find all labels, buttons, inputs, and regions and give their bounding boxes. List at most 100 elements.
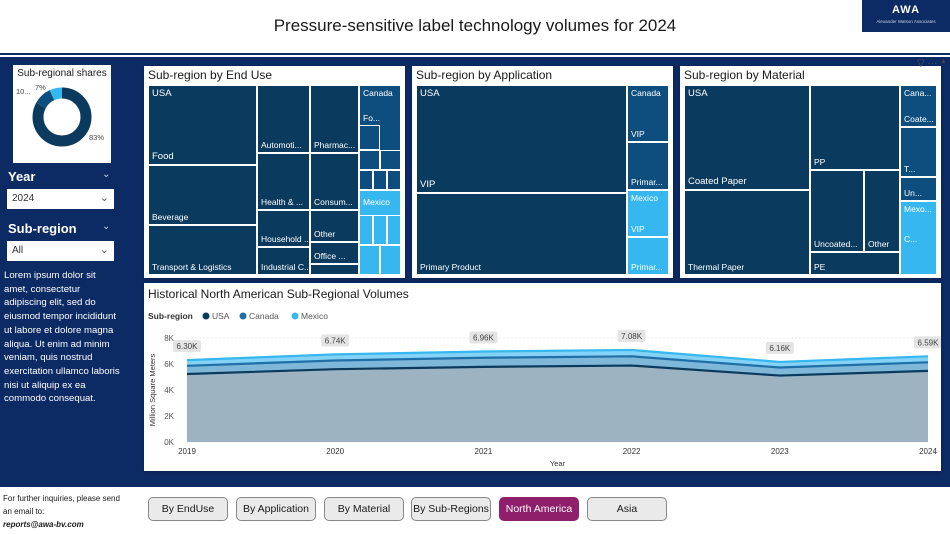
nav-button-material[interactable]: By Material — [324, 497, 404, 521]
scroll-up-icon[interactable]: ▲ — [940, 58, 947, 65]
tile-mexico-sub[interactable] — [359, 245, 380, 275]
tile-label-canada-vip: VIP — [631, 129, 645, 139]
year-collapse-icon[interactable]: ⌄ — [102, 169, 111, 180]
tile-canada-sub[interactable] — [359, 125, 380, 150]
tile-usa-household[interactable]: Household ... — [257, 210, 310, 247]
area-chart[interactable]: Sub-region USA Canada Mexico 0K 2K 4K 6K 8K Milli… — [144, 283, 941, 471]
tile-label-thermal: Thermal Paper — [688, 262, 745, 272]
tile-label-food: Food — [152, 151, 174, 162]
tile-canada-sub[interactable] — [387, 170, 401, 190]
panel-application: Sub-region by Application USA VIP Primar… — [412, 66, 673, 278]
tile-mexico[interactable]: Mexo... C... — [900, 201, 937, 275]
subregion-collapse-icon[interactable]: ⌄ — [102, 221, 111, 232]
nav-button-application[interactable]: By Application — [236, 497, 316, 521]
tile-label-other: Other — [314, 229, 336, 239]
tile-canada-sub[interactable] — [359, 170, 373, 190]
total-label: 6.16K — [769, 344, 791, 353]
tile-usa-uncoated[interactable]: Uncoated... — [810, 170, 864, 252]
tile-label-usa: USA — [420, 88, 440, 99]
total-label-box — [173, 340, 201, 353]
y-tick-label: 4K — [164, 386, 174, 395]
shares-donut[interactable]: 83% 10... 7% — [13, 81, 111, 161]
tile-usa-health[interactable]: Health & ... — [257, 153, 310, 210]
treemap-end-use[interactable]: USA Food Beverage Transport & Logistics … — [148, 85, 401, 275]
x-tick-label: 2020 — [326, 447, 344, 456]
panel-title: Sub-region by Application — [416, 68, 553, 82]
tile-label-canada: Canada — [631, 88, 661, 98]
tile-usa-transport[interactable]: Transport & Logistics — [148, 225, 257, 275]
chart-title: Historical North American Sub-Regional V… — [148, 287, 409, 301]
tile-canada-vip[interactable]: Canada VIP — [627, 85, 669, 142]
x-tick-label: 2021 — [475, 447, 493, 456]
tile-label-canada-primary: Primar... — [631, 177, 663, 187]
tile-label-mexico-primary: Primar... — [631, 262, 663, 272]
tile-mexico-primary[interactable]: Primar... — [627, 237, 669, 275]
tile-canada-sub[interactable] — [359, 150, 380, 170]
donut-label-canada: 10... — [16, 87, 31, 96]
tile-canada-sub[interactable] — [380, 150, 401, 170]
tile-usa-food[interactable]: USA Food — [148, 85, 257, 165]
tile-usa-pharma[interactable]: Pharmac... — [310, 85, 359, 153]
area-usa[interactable] — [187, 365, 928, 442]
line-canada — [186, 355, 929, 369]
tile-label-mexico: Mexico — [631, 193, 658, 203]
tile-canada-sub[interactable] — [373, 170, 387, 190]
tile-mexico-sub[interactable] — [387, 215, 401, 245]
chevron-down-icon: ⌄ — [99, 192, 109, 204]
tile-usa-small[interactable] — [310, 264, 359, 275]
tile-usa-beverage[interactable]: Beverage — [148, 165, 257, 225]
treemap-application[interactable]: USA VIP Primary Product Canada VIP Prima… — [416, 85, 669, 275]
legend-marker-mexico — [291, 312, 299, 320]
tile-usa-primary[interactable]: Primary Product — [416, 193, 627, 275]
logo-subtext: Alexander Watson Associates — [876, 19, 936, 24]
tile-usa-thermal[interactable]: Thermal Paper — [684, 190, 810, 275]
tile-label-canada: Cana... — [904, 88, 932, 98]
total-label-box — [617, 329, 646, 342]
tile-label-other: Other — [868, 239, 890, 249]
nav-button-sub-regions[interactable]: By Sub-Regions — [411, 497, 491, 521]
contact-email[interactable]: reports@awa-bv.com — [3, 520, 84, 529]
nav-button-asia[interactable]: Asia — [587, 497, 667, 521]
tile-mexico-vip[interactable]: Mexico VIP — [627, 190, 669, 237]
legend-marker-usa — [202, 312, 210, 320]
tile-usa-coated[interactable]: USA Coated Paper — [684, 85, 810, 190]
nav-button-north-america[interactable]: North America — [499, 497, 579, 521]
tile-label-household: Household ... — [261, 234, 310, 244]
tile-canada-coated[interactable]: Cana... Coate... — [900, 85, 937, 127]
tile-label-primary: Primary Product — [420, 262, 481, 272]
tile-mexico-sub[interactable] — [373, 215, 387, 245]
donut-slice-mexico[interactable] — [32, 87, 92, 147]
tile-usa-industrial[interactable]: Industrial C... — [257, 247, 310, 275]
tile-canada-un[interactable]: Un... — [900, 177, 937, 201]
year-value: 2024 — [12, 193, 35, 204]
logo-text: AWA — [891, 4, 921, 16]
nav-button-end-use[interactable]: By EndUse — [148, 497, 228, 521]
tile-usa-consumer[interactable]: Consum... — [310, 153, 359, 210]
subregion-select[interactable]: All ⌄ — [7, 241, 114, 261]
tile-usa-vip[interactable]: USA VIP — [416, 85, 627, 193]
tile-usa-other[interactable]: Other — [864, 170, 900, 252]
tile-label-coated: Coated Paper — [688, 176, 747, 187]
tile-label-office: Office ... — [314, 251, 346, 261]
tile-canada-t[interactable]: T... — [900, 127, 937, 177]
panel-end-use: Sub-region by End Use USA Food Beverage … — [144, 66, 405, 278]
year-select[interactable]: 2024 ⌄ — [7, 189, 114, 209]
line-usa — [186, 364, 929, 377]
treemap-material[interactable]: USA Coated Paper Thermal Paper PP Uncoat… — [684, 85, 937, 275]
line-mexico — [186, 348, 929, 364]
tile-mexico-sub[interactable] — [380, 245, 401, 275]
tile-usa-other[interactable]: Other — [310, 210, 359, 242]
tile-label-mexico: Mexo... — [904, 204, 932, 214]
tile-label-mexico: Mexico — [363, 197, 390, 207]
tile-mexico-sub[interactable] — [359, 215, 373, 245]
tile-usa-pp[interactable]: PP — [810, 85, 900, 170]
legend-label-canada: Canada — [249, 311, 279, 321]
legend-marker-canada — [239, 312, 247, 320]
tile-label-consumer: Consum... — [314, 197, 353, 207]
tile-usa-automotive[interactable]: Automoti... — [257, 85, 310, 153]
tile-usa-pe[interactable]: PE — [810, 252, 900, 275]
filter-icon[interactable]: ▽ ··· — [917, 58, 938, 69]
tile-canada-primary[interactable]: Primar... — [627, 142, 669, 190]
subregion-value: All — [12, 245, 24, 256]
tile-usa-office[interactable]: Office ... — [310, 242, 359, 264]
